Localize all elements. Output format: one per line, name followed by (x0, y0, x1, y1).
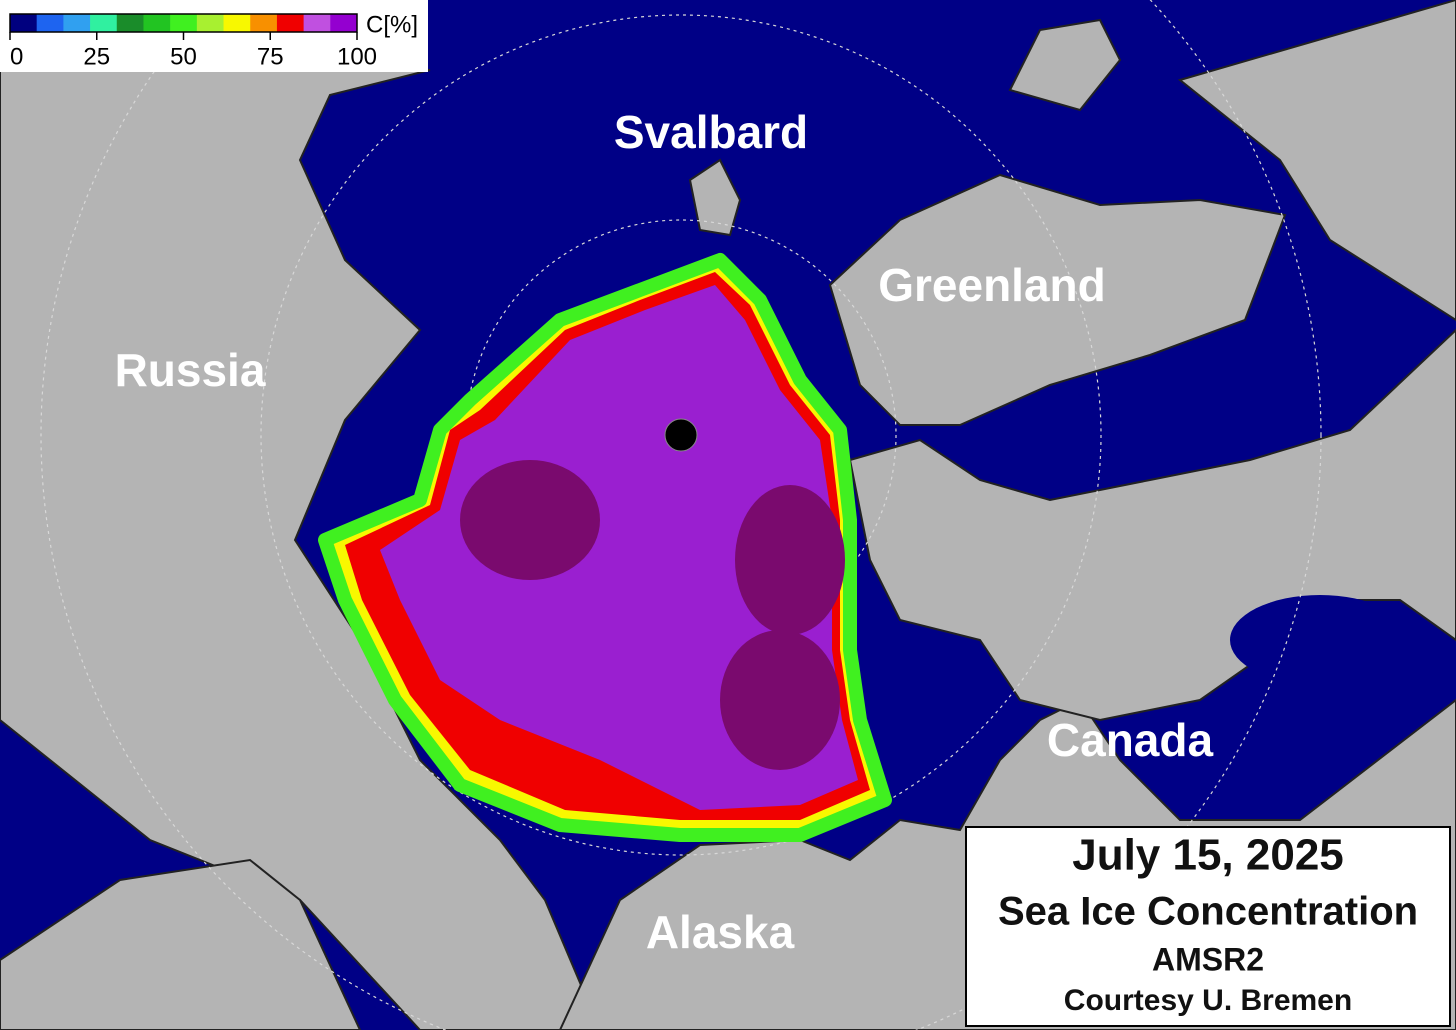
colorbar-segment (303, 14, 331, 32)
colorbar-segment (143, 14, 171, 32)
colorbar-tick-label: 0 (10, 43, 23, 70)
colorbar-segment (223, 14, 251, 32)
colorbar-segment (196, 14, 225, 32)
colorbar-segment (63, 14, 91, 32)
colorbar-segment (116, 14, 144, 32)
island-land (1008, 18, 1122, 112)
region-label: Greenland (878, 259, 1106, 311)
colorbar-segment (276, 14, 305, 32)
colorbar-tick-label: 100 (337, 43, 377, 70)
region-label: Svalbard (614, 106, 808, 158)
colorbar: C[%] 0 25 50 75 100 (0, 0, 428, 72)
ice-dense (735, 485, 845, 635)
greenland-land (828, 173, 1287, 426)
date: July 15, 2025 (1072, 831, 1344, 880)
region-label: Russia (115, 344, 266, 396)
sensor: AMSR2 (1152, 941, 1264, 977)
colorbar-segment (90, 14, 118, 32)
colorbar-tick-label: 75 (257, 43, 284, 70)
colorbar-segment (330, 14, 358, 32)
colorbar-tick-label: 25 (83, 43, 110, 70)
info-box (965, 826, 1451, 1027)
info-title: Sea Ice Concentration (998, 890, 1418, 934)
region-label: Alaska (646, 906, 795, 958)
colorbar-segment (250, 14, 278, 32)
ice-dense (460, 460, 600, 580)
chukotka-land (0, 858, 362, 1030)
colorbar-segment (36, 14, 64, 32)
hudson-bay (1230, 595, 1410, 685)
latitude-circle (260, 14, 1102, 856)
svalbard-land (688, 158, 742, 237)
colorbar-label: C[%] (366, 11, 418, 38)
region-label: Canada (1047, 714, 1214, 766)
colorbar-tick-label: 50 (170, 43, 197, 70)
colorbar-segment (10, 14, 38, 32)
colorbar-segment (170, 14, 198, 32)
ice-dense (720, 630, 840, 770)
latitude-circle (40, 0, 1322, 1030)
ellesmere-land (1177, 0, 1456, 322)
pole-hole (664, 418, 698, 452)
credit: Courtesy U. Bremen (1064, 984, 1352, 1017)
